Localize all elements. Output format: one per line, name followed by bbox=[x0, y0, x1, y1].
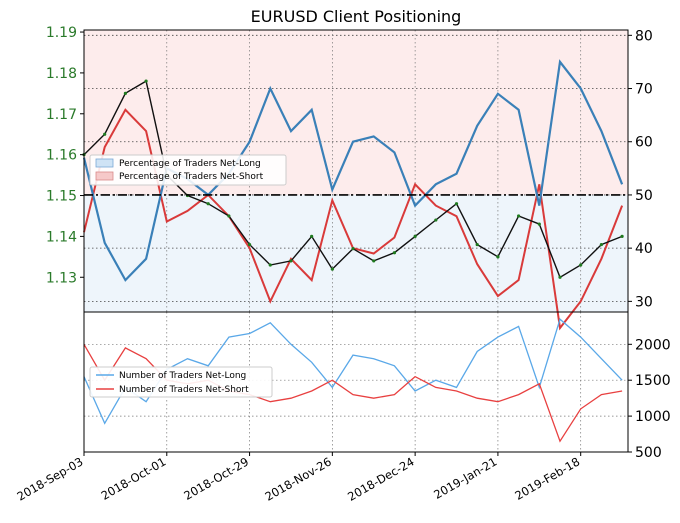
series-line-count-net-long bbox=[83, 318, 623, 425]
right-axis-ticks-bottom: 500 1000 1500 2000 bbox=[628, 337, 671, 461]
legend-swatch-net-short bbox=[95, 171, 114, 181]
price-point bbox=[330, 267, 334, 271]
left-tick-label: 1.16 bbox=[46, 148, 77, 164]
top-legend: Percentage of Traders Net-Long Percentag… bbox=[89, 154, 287, 186]
top-legend-box bbox=[89, 154, 287, 186]
left-tick-label: 1.14 bbox=[46, 229, 77, 245]
left-tick-label: 1.18 bbox=[46, 66, 77, 82]
right-tick-label-bottom: 1500 bbox=[635, 373, 671, 389]
x-tick-label: 2018-Nov-26 bbox=[262, 454, 333, 503]
legend-label-count-short: Number of Traders Net-Short bbox=[119, 385, 249, 395]
x-tick-label: 2018-Oct-01 bbox=[99, 454, 169, 502]
legend-label-net-short: Percentage of Traders Net-Short bbox=[119, 172, 264, 182]
price-point bbox=[434, 218, 438, 222]
price-point bbox=[558, 275, 562, 279]
price-point bbox=[620, 234, 624, 238]
bottom-legend: Number of Traders Net-Long Number of Tra… bbox=[89, 366, 273, 398]
right-tick-label-top: 80 bbox=[635, 28, 653, 44]
price-point bbox=[372, 259, 376, 263]
x-tick-label: 2019-Jan-21 bbox=[431, 454, 499, 501]
price-point bbox=[599, 242, 603, 247]
right-tick-label-bottom: 2000 bbox=[635, 337, 671, 353]
price-point bbox=[413, 234, 417, 238]
chart-title: EURUSD Client Positioning bbox=[251, 7, 462, 26]
x-tick-label: 2018-Sep-03 bbox=[15, 454, 86, 503]
price-point bbox=[392, 251, 397, 255]
x-tick-label: 2019-Feb-18 bbox=[512, 454, 582, 502]
price-point bbox=[496, 255, 500, 259]
right-tick-label-bottom: 500 bbox=[635, 445, 662, 461]
left-tick-label: 1.19 bbox=[46, 25, 77, 41]
right-tick-label-top: 60 bbox=[635, 135, 653, 151]
legend-label-net-long: Percentage of Traders Net-Long bbox=[119, 159, 261, 169]
left-tick-label: 1.15 bbox=[46, 189, 77, 205]
price-point bbox=[247, 242, 252, 247]
left-tick-label: 1.17 bbox=[46, 107, 77, 123]
price-point bbox=[144, 79, 148, 83]
right-tick-label-bottom: 1000 bbox=[635, 409, 671, 425]
price-point bbox=[310, 234, 314, 238]
price-point bbox=[454, 202, 459, 206]
bottom-legend-box bbox=[89, 366, 273, 398]
price-point bbox=[227, 214, 231, 218]
background-net-long-zone bbox=[84, 194, 628, 312]
price-point bbox=[123, 91, 127, 95]
right-tick-label-top: 30 bbox=[635, 294, 653, 310]
right-tick-label-top: 70 bbox=[635, 82, 653, 98]
legend-label-count-long: Number of Traders Net-Long bbox=[119, 371, 246, 381]
legend-swatch-net-long bbox=[95, 158, 114, 168]
price-point bbox=[103, 132, 107, 136]
price-point bbox=[517, 214, 521, 218]
x-axis-ticks: 2018-Sep-03 2018-Oct-01 2018-Oct-29 2018-No… bbox=[15, 452, 582, 504]
price-point bbox=[206, 202, 210, 206]
x-tick-label: 2018-Oct-29 bbox=[181, 454, 251, 502]
price-point bbox=[475, 242, 479, 247]
price-point bbox=[579, 263, 583, 267]
price-point bbox=[268, 263, 272, 267]
price-point bbox=[289, 259, 293, 263]
left-tick-label: 1.13 bbox=[46, 270, 77, 286]
price-point bbox=[351, 247, 355, 251]
x-tick-label: 2018-Dec-24 bbox=[345, 454, 416, 503]
right-tick-label-top: 50 bbox=[635, 188, 653, 204]
price-point bbox=[537, 222, 541, 226]
right-tick-label-top: 40 bbox=[635, 241, 653, 257]
bottom-panel-frame bbox=[83, 311, 629, 453]
left-axis-ticks: 1.13 1.14 1.15 1.16 1.17 1.18 1.19 bbox=[46, 25, 84, 286]
right-axis-ticks-top: 30 40 50 60 70 80 bbox=[628, 28, 653, 310]
